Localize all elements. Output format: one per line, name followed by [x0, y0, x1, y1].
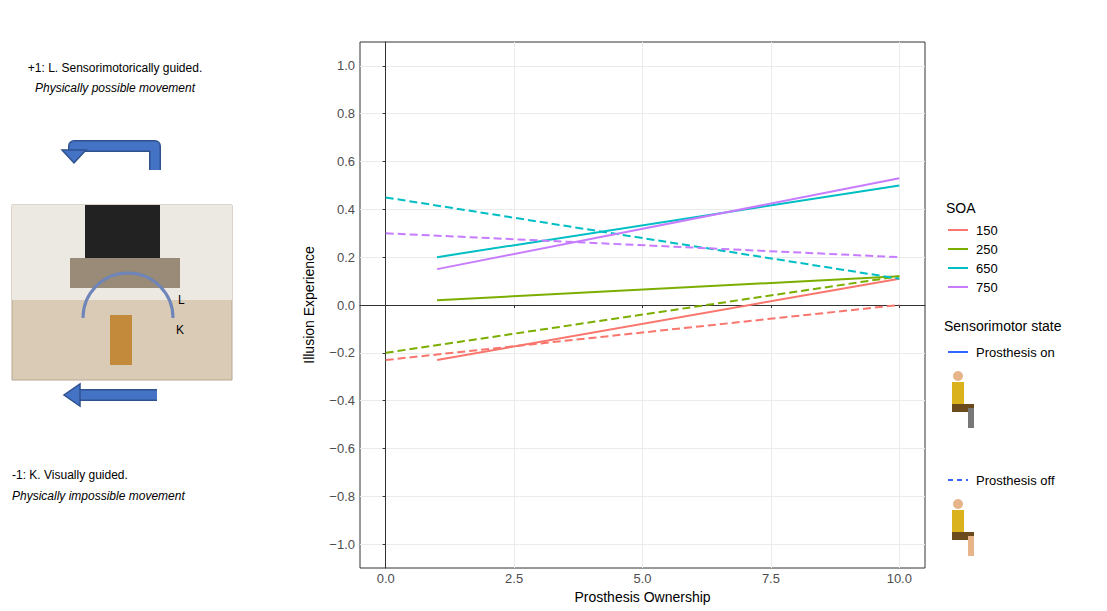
svg-text:Prosthesis off: Prosthesis off	[976, 473, 1055, 488]
svg-text:0.6: 0.6	[337, 154, 355, 169]
svg-text:Physically possible movement: Physically possible movement	[35, 81, 196, 95]
svg-text:0.2: 0.2	[337, 250, 355, 265]
svg-text:7.5: 7.5	[762, 571, 780, 586]
svg-text:750: 750	[976, 280, 998, 295]
svg-text:-1: K. Visually guided.: -1: K. Visually guided.	[12, 468, 128, 482]
svg-text:1.0: 1.0	[337, 58, 355, 73]
svg-text:150: 150	[976, 223, 998, 238]
svg-text:Sensorimotor state: Sensorimotor state	[944, 318, 1062, 334]
svg-text:−0.6: −0.6	[329, 441, 355, 456]
svg-text:Prosthesis on: Prosthesis on	[976, 345, 1055, 360]
svg-text:−0.4: −0.4	[329, 393, 355, 408]
svg-text:−0.2: −0.2	[329, 345, 355, 360]
svg-text:250: 250	[976, 242, 998, 257]
svg-text:−0.8: −0.8	[329, 489, 355, 504]
svg-text:5.0: 5.0	[633, 571, 651, 586]
svg-text:650: 650	[976, 261, 998, 276]
svg-text:Prosthesis Ownership: Prosthesis Ownership	[574, 589, 710, 605]
svg-text:0.8: 0.8	[337, 106, 355, 121]
svg-text:10.0: 10.0	[887, 571, 912, 586]
svg-text:−1.0: −1.0	[329, 537, 355, 552]
svg-text:2.5: 2.5	[505, 571, 523, 586]
svg-text:Illusion Experience: Illusion Experience	[301, 246, 317, 364]
svg-text:L: L	[178, 293, 185, 307]
svg-text:Physically impossible movement: Physically impossible movement	[12, 489, 185, 503]
svg-text:K: K	[176, 323, 184, 337]
svg-text:+1: L. Sensorimotorically guid: +1: L. Sensorimotorically guided.	[28, 61, 202, 75]
svg-text:0.0: 0.0	[337, 298, 355, 313]
svg-text:0.4: 0.4	[337, 202, 355, 217]
svg-text:0.0: 0.0	[377, 571, 395, 586]
svg-text:SOA: SOA	[946, 200, 976, 216]
